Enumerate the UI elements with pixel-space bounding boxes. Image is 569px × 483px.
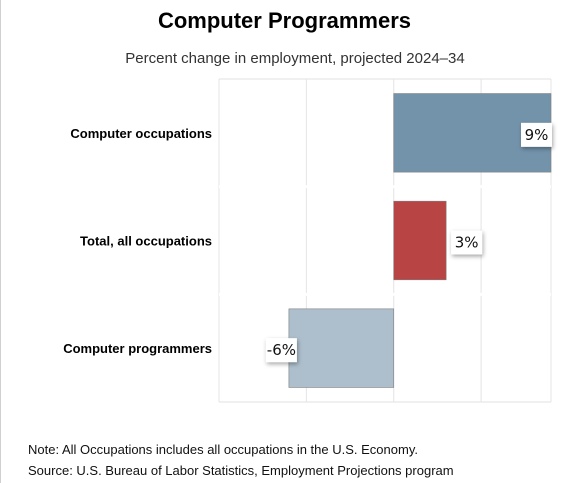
data-label-box — [521, 122, 552, 147]
left-border — [0, 0, 1, 483]
chart-notes: Note: All Occupations includes all occup… — [28, 439, 454, 481]
bar — [288, 308, 395, 388]
data-label: 9% — [525, 126, 549, 144]
data-label: -6% — [267, 341, 296, 359]
bar — [393, 200, 447, 281]
source-text: Source: U.S. Bureau of Labor Statistics,… — [28, 463, 454, 478]
data-label-box — [265, 338, 297, 363]
note-text: Note: All Occupations includes all occup… — [28, 442, 418, 457]
category-label: Computer occupations — [70, 126, 212, 141]
chart-title: Computer Programmers — [157, 8, 412, 33]
category-label: Computer programmers — [63, 341, 212, 356]
chart-subtitle: Percent change in employment, projected … — [125, 50, 465, 67]
data-label: 3% — [455, 234, 479, 252]
data-label-box — [451, 230, 483, 255]
category-label: Total, all occupations — [80, 234, 212, 249]
